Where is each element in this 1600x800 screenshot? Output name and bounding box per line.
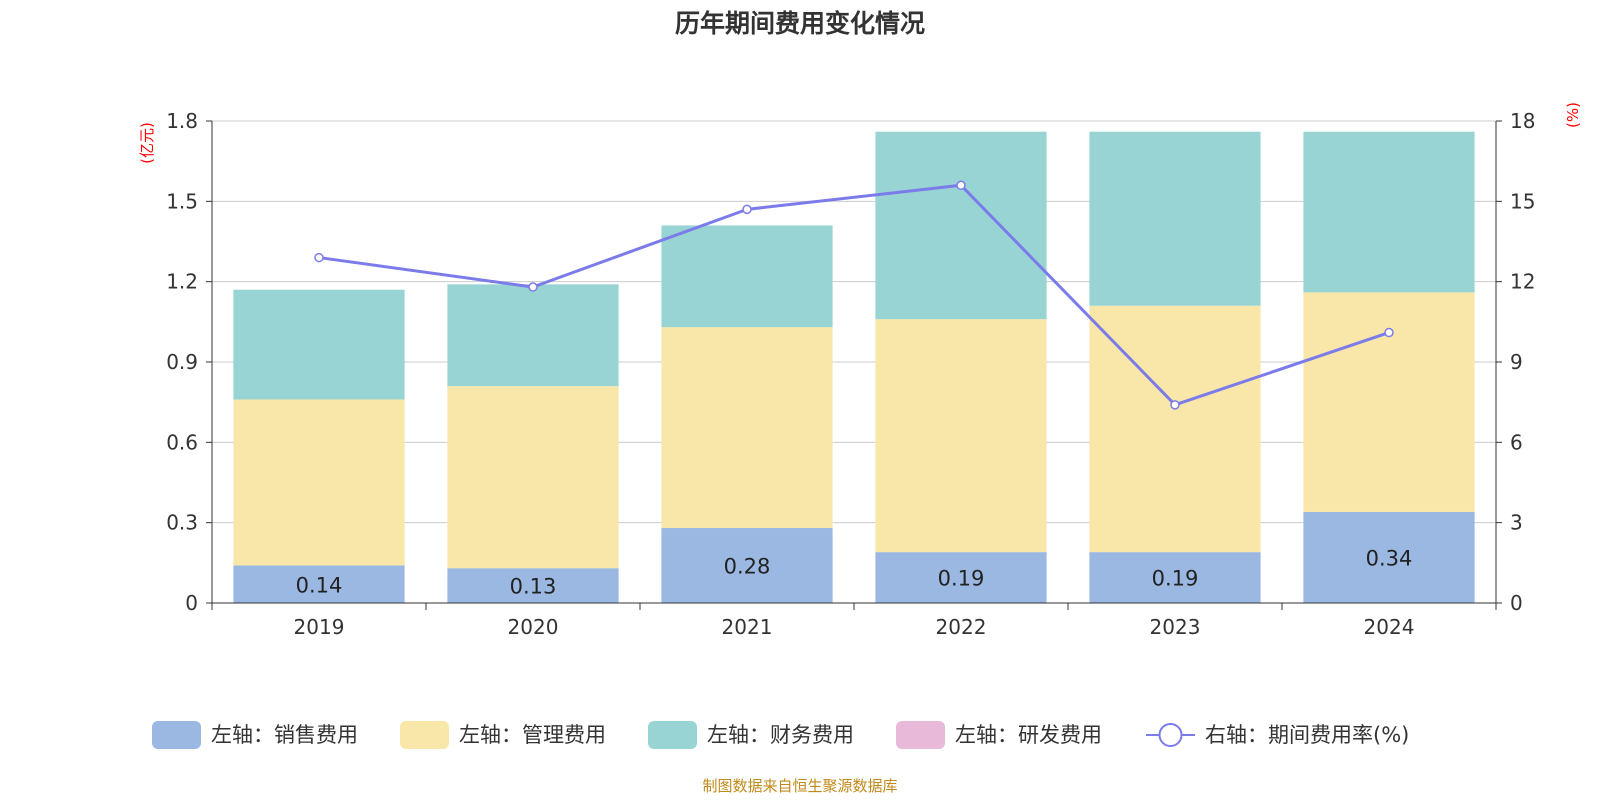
bar-2-2021 bbox=[661, 327, 833, 529]
chart-title: 历年期间费用变化情况 bbox=[675, 9, 925, 38]
data-label: 0.14 bbox=[296, 573, 343, 597]
bar-1-2023 bbox=[1089, 552, 1261, 603]
bar-3-2022 bbox=[875, 131, 1047, 320]
bar-3-2024 bbox=[1303, 131, 1475, 293]
rate-point-2019 bbox=[314, 252, 324, 263]
rate-point-2023 bbox=[1170, 400, 1180, 410]
left-axis-unit: (亿元) bbox=[138, 122, 156, 164]
legend-label: 左轴：销售费用 bbox=[211, 723, 358, 747]
bar-1-2022 bbox=[875, 552, 1047, 603]
left-tick-label: 1.5 bbox=[166, 189, 198, 213]
bar-3-2019 bbox=[233, 289, 405, 400]
x-tick-label: 2023 bbox=[1150, 615, 1201, 639]
bar-1-2019 bbox=[233, 565, 405, 603]
bar-1-2020 bbox=[447, 568, 619, 603]
left-tick-label: 0.6 bbox=[166, 430, 198, 454]
x-tick-label: 2019 bbox=[294, 615, 345, 639]
x-tick-label: 2021 bbox=[722, 615, 773, 639]
bars bbox=[233, 131, 1475, 603]
bar-1-2024 bbox=[1303, 511, 1475, 603]
rate-point-2024 bbox=[1384, 327, 1394, 338]
expense-rate-line bbox=[314, 180, 1394, 410]
legend: 左轴：销售费用 左轴：管理费用 左轴：财务费用 左轴：研发费用 右轴：期间费用率(%) bbox=[152, 721, 1409, 749]
right-tick-label: 18 bbox=[1510, 109, 1535, 133]
rate-line bbox=[318, 183, 1390, 407]
legend-swatch bbox=[648, 721, 697, 749]
right-tick-label: 6 bbox=[1510, 430, 1523, 454]
bar-2-2020 bbox=[447, 386, 619, 569]
rate-point-2020 bbox=[528, 282, 538, 292]
legend-swatch bbox=[152, 721, 201, 749]
x-tick-label: 2022 bbox=[936, 615, 987, 639]
right-axis-unit: (%) bbox=[1564, 102, 1582, 128]
bar-3-2020 bbox=[447, 284, 619, 387]
right-tick-label: 9 bbox=[1510, 350, 1523, 374]
data-label: 0.19 bbox=[1152, 567, 1199, 591]
legend-label: 左轴：财务费用 bbox=[707, 723, 854, 747]
left-tick-label: 0.3 bbox=[166, 511, 198, 535]
data-label: 0.28 bbox=[724, 555, 771, 579]
legend-label: 左轴：研发费用 bbox=[955, 723, 1102, 747]
source-note: 制图数据来自恒生聚源数据库 bbox=[702, 777, 897, 795]
left-tick-label: 0 bbox=[185, 591, 198, 615]
legend-swatch bbox=[400, 721, 449, 749]
x-tick-label: 2020 bbox=[508, 615, 559, 639]
data-label: 0.13 bbox=[510, 575, 557, 599]
bar-3-2023 bbox=[1089, 131, 1261, 306]
legend-swatch bbox=[896, 721, 945, 749]
legend-label: 左轴：管理费用 bbox=[459, 723, 606, 747]
bar-2-2022 bbox=[875, 319, 1047, 553]
axes: 0 0.3 0.6 0.9 1.2 1.5 1.8 0 3 6 9 12 15 18 2019 2020 202… bbox=[166, 109, 1535, 639]
right-tick-label: 12 bbox=[1510, 270, 1535, 294]
rate-point-2021 bbox=[742, 204, 752, 215]
legend-marker bbox=[1158, 723, 1183, 747]
left-tick-label: 1.8 bbox=[166, 109, 198, 133]
bar-2-2024 bbox=[1303, 292, 1475, 512]
left-tick-label: 0.9 bbox=[166, 350, 198, 374]
data-label: 0.34 bbox=[1366, 546, 1413, 570]
bar-3-2021 bbox=[661, 225, 833, 328]
x-tick-label: 2024 bbox=[1364, 615, 1415, 639]
legend-label: 右轴：期间费用率(%) bbox=[1205, 723, 1409, 747]
data-label: 0.19 bbox=[938, 567, 985, 591]
rate-point-2022 bbox=[956, 180, 966, 191]
right-tick-label: 0 bbox=[1510, 591, 1523, 615]
right-tick-label: 3 bbox=[1510, 511, 1523, 535]
bar-1-2021 bbox=[661, 528, 833, 603]
grid-lines bbox=[212, 120, 1496, 604]
data-labels: 0.14 0.13 0.28 0.19 0.19 0.34 bbox=[296, 546, 1413, 598]
right-tick-label: 15 bbox=[1510, 189, 1535, 213]
bar-2-2019 bbox=[233, 399, 405, 566]
left-tick-label: 1.2 bbox=[166, 270, 198, 294]
